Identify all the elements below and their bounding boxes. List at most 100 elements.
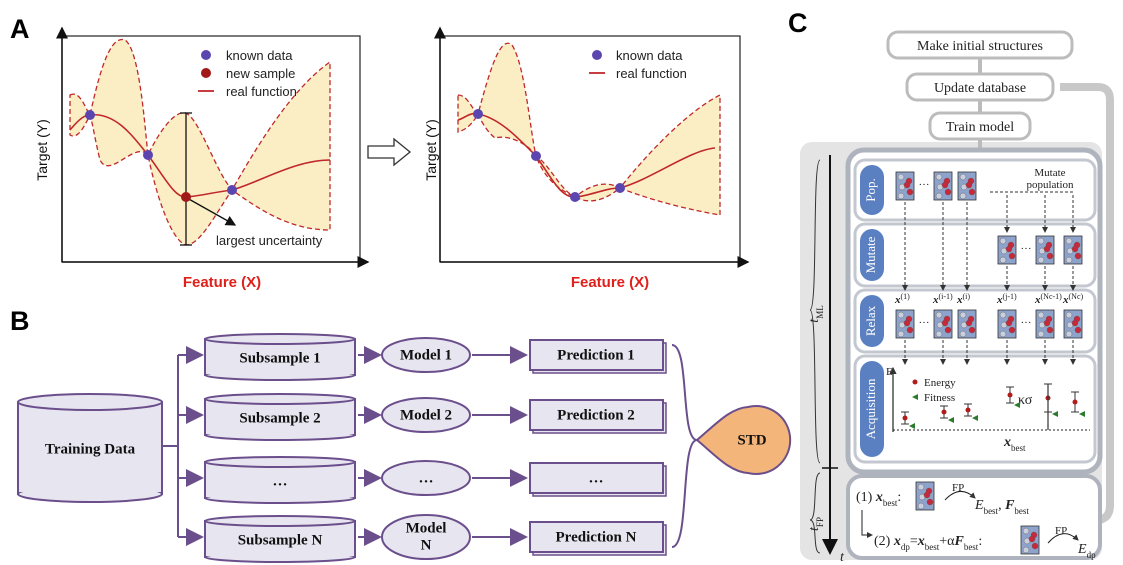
ellipsis: ···: [919, 179, 930, 191]
atom: [968, 326, 976, 334]
superscript: (i): [963, 292, 971, 301]
structure-label: x(Nc): [1062, 292, 1083, 307]
energy-dot: [1007, 392, 1013, 398]
subscript: best: [883, 498, 898, 508]
atom: [1043, 319, 1051, 327]
atom: [959, 311, 967, 319]
atom: [999, 237, 1007, 245]
atom: [897, 173, 905, 181]
structure-icon: [957, 309, 977, 339]
prediction-label: Prediction N: [556, 529, 637, 545]
structure-icon: [957, 171, 977, 201]
text-part: x: [1003, 435, 1011, 450]
plot-right: known data real function Target (Y) Feat…: [423, 26, 750, 291]
atom: [926, 498, 934, 506]
known-point: [227, 185, 237, 195]
text-part: :: [978, 534, 982, 549]
atom: [941, 319, 949, 327]
legend-label: real function: [616, 66, 687, 81]
text-part: x: [875, 490, 883, 505]
subsample-label: Subsample N: [238, 532, 323, 548]
legend-label: Energy: [924, 377, 956, 389]
legend-label: known data: [616, 48, 683, 63]
text-part: F: [953, 534, 964, 549]
stage-pill: [860, 295, 884, 347]
legend-marker: [912, 394, 918, 400]
y-axis-label: Target (Y): [34, 119, 50, 180]
structure-icon: [997, 309, 1017, 339]
fitness-mark: [1014, 402, 1020, 408]
atom: [923, 491, 931, 499]
model-label: Model 1: [400, 347, 452, 363]
atom: [1037, 330, 1045, 338]
atom: [1071, 319, 1079, 327]
structure-label: x(1): [894, 292, 910, 307]
subscript: dp: [901, 542, 911, 552]
text-part: t: [807, 318, 822, 323]
atom: [897, 192, 905, 200]
fp-arrow: [1047, 533, 1079, 544]
panel-label: B: [10, 306, 30, 336]
source-label: Training Data: [45, 441, 136, 457]
subsample-label: Subsample 1: [239, 350, 320, 366]
text-part: x: [893, 534, 901, 549]
model-label: Model 2: [400, 407, 452, 423]
atom: [1074, 252, 1082, 260]
mutate-note: population: [1026, 179, 1074, 191]
superscript: (i-1): [939, 292, 954, 301]
subscript: dp: [1087, 550, 1097, 560]
model-node: [381, 460, 471, 496]
fitness-mark: [972, 415, 978, 421]
fp-arrow: [944, 491, 976, 501]
mutate-note: Mutate: [1034, 167, 1065, 179]
step-box: [928, 111, 1032, 141]
known-point: [473, 109, 483, 119]
atom: [1037, 237, 1045, 245]
atom: [1065, 237, 1073, 245]
stage-label: Pop.: [863, 178, 878, 201]
structure-icon: [1063, 309, 1083, 339]
known-point: [531, 151, 541, 161]
text-part: x: [1034, 294, 1041, 306]
legend-label: real function: [226, 84, 297, 99]
ellipsis: ···: [1021, 243, 1032, 255]
atom: [903, 319, 911, 327]
atom: [1008, 326, 1016, 334]
atom: [906, 326, 914, 334]
atom: [1043, 245, 1051, 253]
panel-c: Make initial structures Update database …: [800, 30, 1114, 565]
subsample-label: …: [273, 473, 288, 489]
fp-result: Ebest, Fbest: [974, 498, 1029, 516]
atom: [1028, 535, 1036, 543]
fitness-mark: [1079, 411, 1085, 417]
legend-marker: [912, 379, 918, 385]
step-link: [861, 510, 873, 538]
fp-label: FP: [1055, 525, 1067, 537]
atom: [1022, 546, 1030, 554]
subscript: best: [1011, 443, 1026, 453]
step-box: [886, 30, 1074, 60]
text-part: x: [1062, 294, 1069, 306]
text-part: F: [1004, 498, 1015, 513]
prediction-box: [529, 339, 664, 371]
atom: [944, 326, 952, 334]
cylinder-top: [204, 333, 356, 345]
structure-icon: [997, 235, 1017, 265]
time-end-label: t: [840, 550, 845, 565]
atom: [917, 502, 925, 510]
text-part: x: [894, 294, 901, 306]
atom: [935, 192, 943, 200]
text-part: (2): [874, 534, 894, 549]
atom: [1022, 527, 1030, 535]
legend-marker: [592, 50, 602, 60]
atom: [906, 188, 914, 196]
legend-marker: [201, 68, 211, 78]
subsample-label: Subsample 2: [239, 410, 320, 426]
cylinder-top: [204, 393, 356, 405]
atom: [935, 311, 943, 319]
atom: [1008, 252, 1016, 260]
atom: [999, 256, 1007, 264]
prediction-box: [529, 399, 664, 431]
step-label: Train model: [946, 120, 1014, 135]
